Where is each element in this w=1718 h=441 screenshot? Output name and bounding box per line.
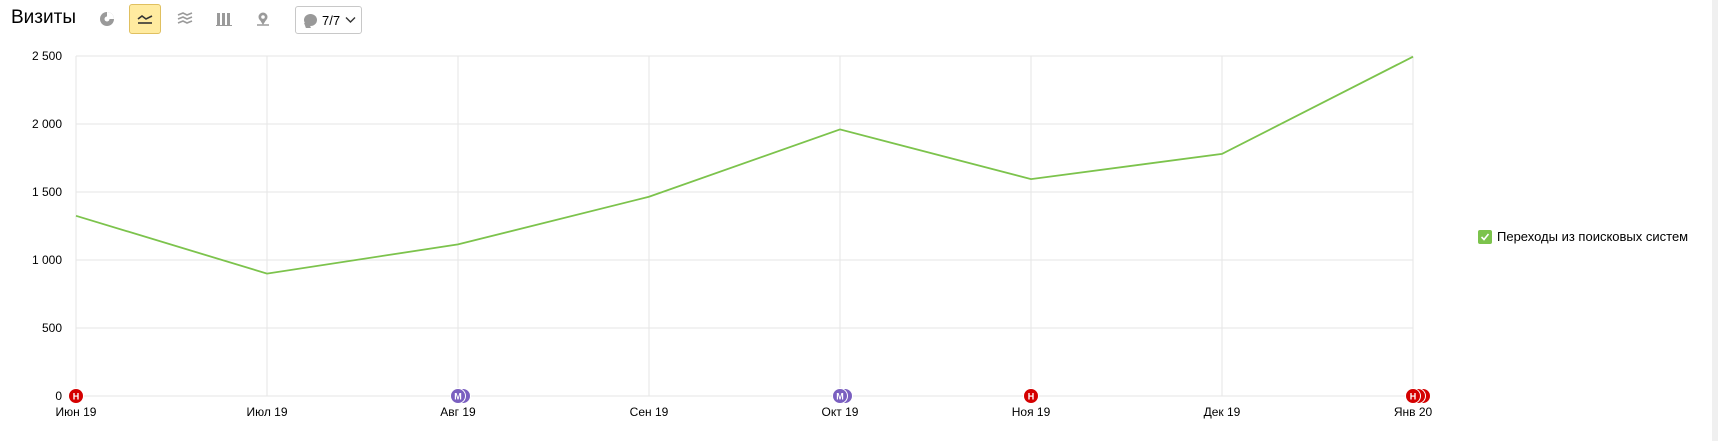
annotation-label: Н [73,392,80,402]
annotation-marker[interactable]: Н [68,388,84,404]
legend-item[interactable]: Переходы из поисковых систем [1478,229,1688,244]
x-tick-label: Ноя 19 [1012,405,1051,419]
notes-counter: 7/7 [322,12,341,28]
annotation-marker[interactable]: Н [1023,388,1039,404]
x-tick-label: Окт 19 [822,405,859,419]
notes-filter-button[interactable]: 7/7 [295,6,362,34]
x-tick-label: Авг 19 [440,405,476,419]
page-title: Визиты [11,7,76,28]
y-tick-label: 2 500 [32,49,62,63]
pie-chart-icon [100,12,114,26]
line-chart: 0 500 1 000 1 500 2 000 2 500 Июн 19 Июл 19 Авг… [32,49,1433,419]
series-points [72,53,1417,278]
chart-toolbar: Визиты [0,0,1718,40]
annotation-label: Н [1028,392,1035,402]
x-tick-label: Июл 19 [246,405,287,419]
chevron-down-icon [345,17,356,23]
map-icon [257,12,269,26]
grid [75,55,1414,397]
series-line [75,55,1414,275]
legend-label: Переходы из поисковых систем [1497,229,1689,244]
y-tick-label: 500 [42,321,62,335]
y-tick-label: 1 000 [32,253,62,267]
data-point[interactable] [1409,53,1417,61]
line-chart-icon [137,15,153,24]
data-point[interactable] [1027,175,1035,183]
x-tick-label: Янв 20 [1394,405,1433,419]
data-point[interactable] [645,193,653,201]
pie-chart-button[interactable] [91,4,123,34]
annotation-label: М [454,392,462,402]
comment-icon [304,14,317,26]
annotation-marker[interactable]: М [450,388,471,404]
data-point[interactable] [1218,150,1226,158]
area-chart-button[interactable] [169,4,201,34]
bar-chart-button[interactable] [208,4,240,34]
data-point[interactable] [263,270,271,278]
annotation-marker[interactable]: М [832,388,853,404]
x-tick-label: Дек 19 [1204,405,1241,419]
y-tick-label: 0 [55,389,62,403]
data-point[interactable] [836,125,844,133]
annotation-label: Н [1410,392,1417,402]
scrollbar[interactable] [1712,0,1718,441]
y-axis-ticks: 0 500 1 000 1 500 2 000 2 500 [32,49,62,403]
x-tick-label: Сен 19 [630,405,669,419]
x-tick-label: Июн 19 [56,405,97,419]
annotation-marker[interactable]: Н [1405,388,1431,404]
checkbox-checked-icon[interactable] [1478,229,1492,244]
y-tick-label: 2 000 [32,117,62,131]
bar-chart-icon [216,13,232,26]
area-chart-icon [177,12,193,24]
data-point[interactable] [454,240,462,248]
y-tick-label: 1 500 [32,185,62,199]
annotation-label: М [836,392,844,402]
line-chart-button[interactable] [129,4,161,34]
data-point[interactable] [72,212,80,220]
map-button[interactable] [247,4,279,34]
x-axis-ticks: Июн 19 Июл 19 Авг 19 Сен 19 Окт 19 Ноя 19 Дек … [56,405,1433,419]
